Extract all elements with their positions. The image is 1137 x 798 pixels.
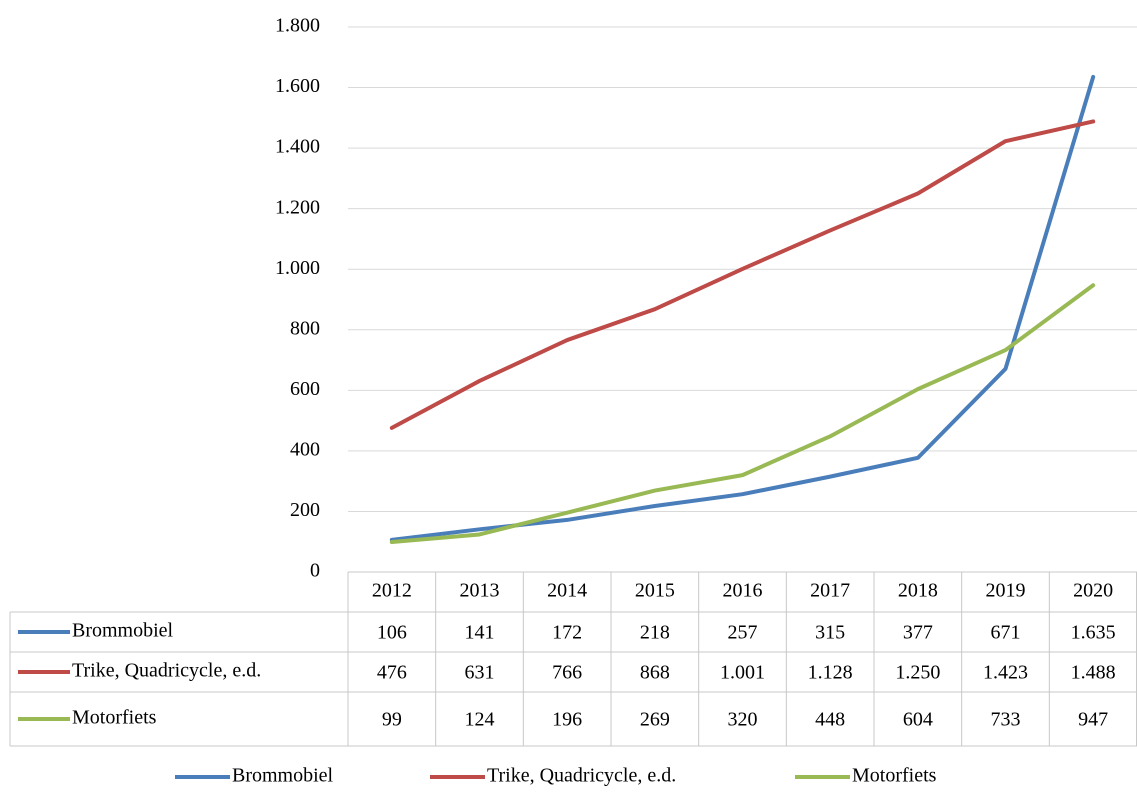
series-line — [389, 283, 1096, 545]
x-tick-label: 2019 — [986, 580, 1026, 602]
table-cell: 947 — [1078, 709, 1108, 731]
table-cell: 1.423 — [983, 662, 1028, 684]
table-cell: 141 — [465, 622, 495, 644]
y-tick-label: 1.600 — [275, 75, 320, 97]
table-cell: 320 — [728, 709, 758, 731]
table-cell: 196 — [552, 709, 582, 731]
table-cell: 269 — [640, 709, 670, 731]
x-tick-label: 2012 — [372, 580, 412, 602]
x-tick-label: 2020 — [1073, 580, 1113, 602]
series-line — [389, 119, 1096, 430]
x-tick-label: 2014 — [547, 580, 587, 602]
table-cell: 476 — [377, 662, 407, 684]
table-cell: 631 — [465, 662, 495, 684]
table-row-label: Motorfiets — [72, 707, 157, 729]
x-tick-label: 2016 — [723, 580, 763, 602]
table-cell: 671 — [991, 622, 1021, 644]
y-tick-label: 1.800 — [275, 15, 320, 37]
table-cell: 315 — [815, 622, 845, 644]
x-tick-label: 2013 — [460, 580, 500, 602]
table-cell: 106 — [377, 622, 407, 644]
table-cell: 868 — [640, 662, 670, 684]
legend-label: Trike, Quadricycle, e.d. — [487, 765, 676, 787]
table-cell: 218 — [640, 622, 670, 644]
y-tick-label: 800 — [290, 317, 320, 339]
legend-label: Motorfiets — [852, 765, 937, 787]
y-tick-label: 1.000 — [275, 257, 320, 279]
legend-label: Brommobiel — [232, 765, 334, 787]
table-cell: 733 — [991, 709, 1021, 731]
y-tick-label: 200 — [290, 499, 320, 521]
y-tick-label: 1.400 — [275, 136, 320, 158]
table-cell: 1.635 — [1071, 622, 1116, 644]
table-cell: 1.488 — [1071, 662, 1116, 684]
table-cell: 99 — [382, 709, 402, 731]
table-cell: 1.250 — [895, 662, 940, 684]
table-cell: 124 — [465, 709, 495, 731]
x-tick-label: 2017 — [810, 580, 850, 602]
table-row-label: Trike, Quadricycle, e.d. — [72, 660, 261, 682]
y-tick-label: 0 — [310, 560, 320, 582]
table-cell: 604 — [903, 709, 933, 731]
y-tick-label: 1.200 — [275, 196, 320, 218]
table-cell: 448 — [815, 709, 845, 731]
x-tick-label: 2015 — [635, 580, 675, 602]
table-row-label: Brommobiel — [72, 620, 174, 642]
y-tick-label: 600 — [290, 378, 320, 400]
table-cell: 257 — [728, 622, 758, 644]
y-tick-label: 400 — [290, 438, 320, 460]
x-tick-label: 2018 — [898, 580, 938, 602]
table-cell: 1.001 — [720, 662, 765, 684]
table-cell: 766 — [552, 662, 582, 684]
table-cell: 377 — [903, 622, 933, 644]
table-cell: 1.128 — [808, 662, 853, 684]
table-cell: 172 — [552, 622, 582, 644]
